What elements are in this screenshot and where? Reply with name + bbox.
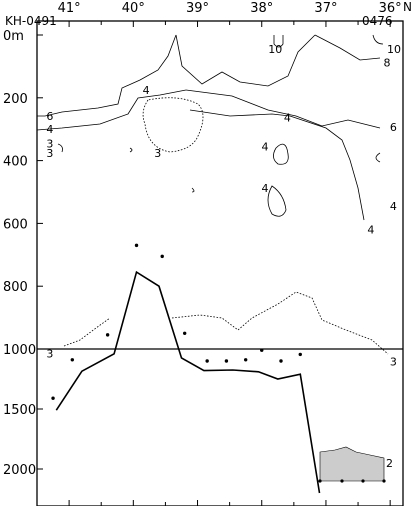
isoline-3-lower-left — [63, 317, 111, 347]
sample-point — [205, 359, 209, 363]
isoline-10-right — [372, 34, 384, 45]
sample-point — [260, 348, 264, 352]
inset-point — [340, 479, 344, 483]
contour-label: 4 — [367, 224, 374, 237]
contour-label: 3 — [46, 348, 53, 361]
contour-label: 8 — [383, 57, 390, 70]
contour-label: 4 — [143, 84, 150, 97]
plot-frame — [36, 20, 404, 506]
contour-label: 3 — [390, 356, 397, 369]
contour-lines — [36, 34, 389, 355]
inset-point — [361, 479, 365, 483]
contour-label: 10 — [268, 43, 282, 56]
y-tick-label: 1500 — [3, 403, 36, 418]
sample-point — [224, 359, 229, 363]
isoline-3-speck — [129, 147, 133, 153]
sample-point — [51, 396, 55, 400]
isoline-notch — [375, 152, 381, 163]
isoline-4-right — [189, 109, 365, 221]
sample-point — [105, 333, 110, 337]
isoline-4-left — [36, 89, 187, 131]
bottom-depth-line — [55, 270, 321, 494]
depth-profile — [51, 243, 321, 494]
sample-point — [70, 358, 75, 362]
contour-label: 4 — [284, 112, 291, 125]
sample-point — [134, 243, 139, 248]
contour-label: 4 — [390, 200, 397, 213]
x-tick-label: 38° — [250, 1, 273, 16]
sample-point — [298, 352, 302, 357]
sample-point — [243, 358, 248, 362]
x-tick-label: 39° — [186, 1, 209, 16]
y-tick-label: 600 — [3, 217, 28, 232]
contour-label: 4 — [46, 123, 53, 136]
sample-point — [160, 254, 164, 259]
station-left-label: KH-0491 — [5, 14, 57, 28]
y-tick-label: 800 — [3, 280, 28, 295]
inset: 2 — [318, 446, 393, 483]
y-tick-label: 2000 — [3, 463, 36, 478]
inset-point — [318, 479, 322, 483]
isoline-8 — [314, 34, 381, 61]
plot-border — [36, 20, 404, 506]
x-tick-label: 41° — [58, 1, 81, 16]
contour-label: 6 — [390, 121, 397, 134]
isoline-speck-b — [191, 187, 195, 193]
x-tick-label: 37° — [314, 1, 337, 16]
inset-point — [382, 479, 386, 483]
contour-label: 10 — [387, 43, 401, 56]
x-tick-label: 36° — [379, 1, 402, 16]
isoline-6-left — [37, 34, 177, 117]
isoline-3-loop — [142, 97, 204, 153]
inset-shaded-area — [319, 446, 385, 482]
sample-point — [182, 331, 187, 335]
x-tick-label: 40° — [122, 1, 145, 16]
y-tick-label: 400 — [3, 155, 28, 170]
x-axis: 41° 40° 39° 38° 37° 36° — [36, 1, 402, 506]
contour-label: 3 — [46, 137, 53, 150]
isoline-3-left-a — [57, 143, 63, 153]
y-axis: 0m 200 400 600 800 1000 1500 2000 — [3, 29, 43, 478]
isoline-6-right — [185, 89, 381, 129]
y-tick-label: 1000 — [3, 343, 36, 358]
y-tick-label: 200 — [3, 92, 28, 107]
isoline-6-upper — [175, 34, 316, 87]
sample-point — [279, 359, 283, 363]
contour-label: 3 — [46, 147, 53, 160]
y-tick-label: 0m — [3, 29, 24, 44]
isoline-4-blob-a — [273, 143, 289, 165]
inset-label: 2 — [386, 457, 393, 470]
isoline-3-lower-right — [171, 291, 389, 355]
contour-label: 4 — [261, 182, 268, 195]
isoline-4-blob-b — [267, 185, 287, 217]
station-right-label: 0476 — [362, 14, 393, 28]
contour-label: 3 — [154, 147, 161, 160]
latitude-unit-label: N — [403, 0, 412, 14]
contour-label: 6 — [46, 110, 53, 123]
contour-label: 4 — [261, 140, 268, 153]
isoline-10-left — [273, 35, 284, 48]
